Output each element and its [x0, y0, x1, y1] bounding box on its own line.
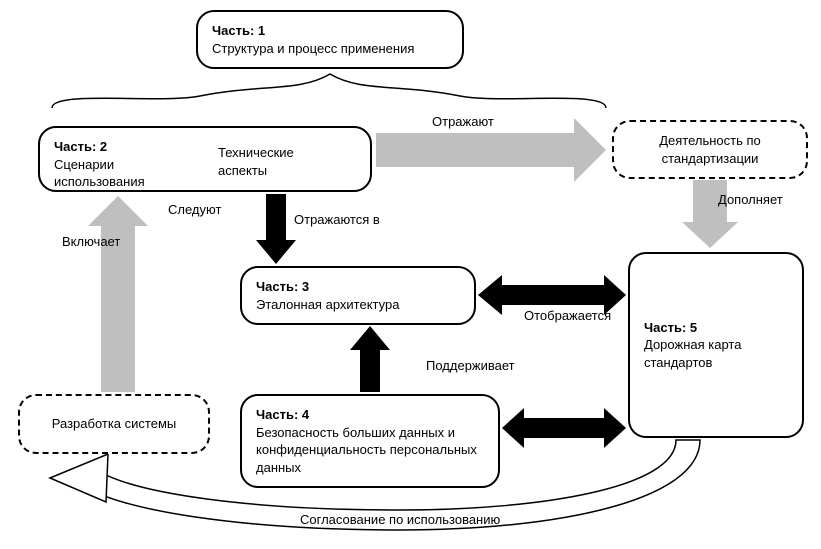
- node-dev: Разработка системы: [18, 394, 210, 454]
- arrow-complements: [682, 180, 738, 248]
- node-part4: Часть: 4 Безопасность больших данных и к…: [240, 394, 500, 488]
- node-std: Деятельность по стандартизации: [612, 120, 808, 179]
- arrow-supports: [350, 326, 390, 392]
- node-part3-text: Эталонная архитектура: [256, 296, 460, 314]
- node-part1-text: Структура и процесс применения: [212, 40, 448, 58]
- node-part2-title: Часть: 2: [54, 138, 164, 156]
- node-part2-right: Технические аспекты: [218, 144, 328, 179]
- label-reflected-in: Отражаются в: [294, 212, 380, 227]
- label-alignment: Согласование по использованию: [300, 512, 500, 527]
- label-includes: Включает: [62, 234, 120, 249]
- label-complements: Дополняет: [718, 192, 783, 207]
- node-std-text: Деятельность по стандартизации: [628, 132, 792, 167]
- node-part4-text: Безопасность больших данных и конфиденци…: [256, 424, 484, 477]
- node-part4-title: Часть: 4: [256, 406, 484, 424]
- label-follow: Следуют: [168, 202, 221, 217]
- node-part1: Часть: 1 Структура и процесс применения: [196, 10, 464, 69]
- node-part2-left: Сценарии использования: [54, 156, 164, 191]
- node-part1-title: Часть: 1: [212, 22, 448, 40]
- node-dev-text: Разработка системы: [52, 415, 176, 433]
- node-part3: Часть: 3 Эталонная архитектура: [240, 266, 476, 325]
- node-part5: Часть: 5 Дорожная карта стандартов: [628, 252, 804, 438]
- node-part2: Часть: 2 Сценарии использования Техничес…: [38, 126, 372, 192]
- label-displayed: Отображается: [524, 308, 611, 323]
- node-part5-text: Дорожная карта стандартов: [644, 336, 788, 371]
- arrow-includes: [88, 196, 148, 392]
- bracket: [52, 74, 606, 108]
- arrow-bi-4-5: [502, 408, 626, 448]
- node-part5-title: Часть: 5: [644, 319, 788, 337]
- arrow-reflected-in: [256, 194, 296, 264]
- label-supports: Поддерживает: [426, 358, 515, 373]
- label-reflect: Отражают: [432, 114, 494, 129]
- node-part3-title: Часть: 3: [256, 278, 460, 296]
